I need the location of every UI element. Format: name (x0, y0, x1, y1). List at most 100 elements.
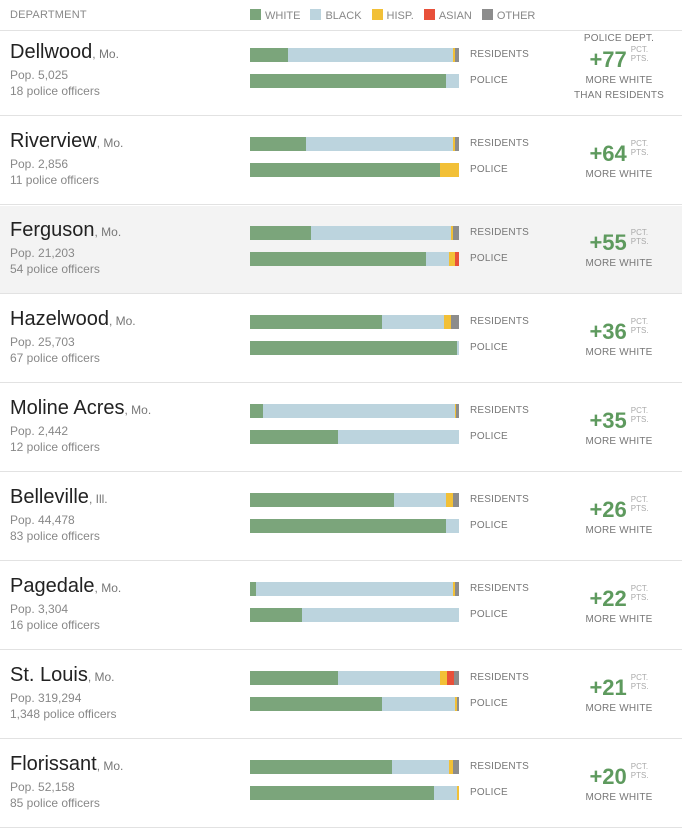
difference-value: +35 (589, 408, 627, 433)
bar-segment-white (250, 48, 288, 62)
city-name: Ferguson (10, 219, 95, 241)
residents-bar (250, 226, 459, 240)
pct-pts-unit: PCT. PTS. (631, 139, 649, 157)
difference-stat: +20 PCT. PTS. MORE WHITE (564, 762, 674, 805)
bar-segment-white (250, 608, 303, 622)
bar-segment-asian (447, 671, 454, 685)
department-row: Moline Acres, Mo. Pop. 2,442 12 police off… (0, 384, 682, 472)
more-white-label: MORE WHITE (585, 75, 653, 86)
chart-header: DEPARTMENT WHITE BLACK HISP. ASIAN OTHER (0, 0, 682, 31)
legend-label: BLACK (325, 10, 362, 22)
bar-segment-hisp (454, 697, 457, 711)
difference-value-line: +77 PCT. PTS. (564, 45, 674, 73)
bar-segment-hisp (446, 493, 453, 507)
city-name: Belleville (10, 486, 89, 508)
pts-label: PTS. (630, 415, 649, 424)
legend-item-asian: ASIAN (423, 9, 472, 22)
pct-label: PCT. (630, 228, 649, 237)
police-bar (250, 341, 459, 355)
city-name: Florissant (10, 753, 97, 775)
city-name: Moline Acres (10, 397, 125, 419)
state-abbrev: Mo. (94, 670, 115, 684)
bar-segment-white (250, 341, 457, 355)
officer-count-text: 67 police officers (10, 351, 100, 365)
more-white-label: MORE WHITE (585, 258, 653, 269)
city-separator: , (96, 136, 104, 150)
police-bar (250, 430, 459, 444)
city-name: Dellwood (10, 41, 93, 63)
police-label: POLICE (470, 342, 508, 353)
bar-segment-hisp (452, 582, 455, 596)
pct-pts-unit: PCT. PTS. (631, 584, 649, 602)
more-white-label: MORE WHITE (585, 169, 653, 180)
bar-segment-white (250, 519, 447, 533)
difference-stat: +55 PCT. PTS. MORE WHITE (564, 228, 674, 271)
bar-segment-other (454, 137, 459, 151)
state-abbrev: Mo. (98, 47, 119, 61)
bar-segment-hisp (452, 48, 455, 62)
residents-label: RESIDENTS (470, 761, 530, 772)
more-white-label: MORE WHITE (585, 792, 653, 803)
state-abbrev: Ill. (95, 492, 108, 506)
difference-value: +21 (589, 675, 627, 700)
bar-segment-white (250, 163, 441, 177)
bar-segment-white (250, 226, 311, 240)
residents-label: RESIDENTS (470, 316, 530, 327)
bar-segment-black (433, 786, 457, 800)
police-bar (250, 252, 459, 266)
difference-stat: POLICE DEPT. +77 PCT. PTS. MORE WHITE THAN RE… (564, 33, 674, 103)
bar-segment-black (262, 404, 455, 418)
more-white-label: MORE WHITE (585, 703, 653, 714)
department-row: Riverview, Mo. Pop. 2,856 11 police office… (0, 117, 682, 205)
department-row: Pagedale, Mo. Pop. 3,304 16 police officer… (0, 562, 682, 650)
pct-pts-unit: PCT. PTS. (631, 228, 649, 246)
legend-item-hisp: HISP. (371, 9, 414, 22)
bar-segment-black (337, 430, 459, 444)
police-bar (250, 608, 459, 622)
pct-label: PCT. (630, 762, 649, 771)
pct-label: PCT. (630, 139, 649, 148)
police-label: POLICE (470, 431, 508, 442)
legend-item-black: BLACK (310, 9, 362, 22)
bar-segment-other (454, 48, 459, 62)
department-row: St. Louis, Mo. Pop. 319,294 1,348 police o… (0, 651, 682, 739)
police-label: POLICE (470, 787, 508, 798)
city-separator: , (87, 670, 95, 684)
difference-value: +64 (589, 141, 627, 166)
bar-segment-asian (454, 252, 459, 266)
pct-pts-unit: PCT. PTS. (631, 495, 649, 513)
bar-segment-black (392, 760, 449, 774)
difference-value-line: +55 PCT. PTS. (564, 228, 674, 256)
legend-item-other: OTHER (481, 9, 535, 22)
police-label: POLICE (470, 698, 508, 709)
bar-segment-white (250, 315, 382, 329)
difference-stat: +35 PCT. PTS. MORE WHITE (564, 406, 674, 449)
bar-segment-other (456, 697, 459, 711)
bar-segment-white (250, 582, 257, 596)
difference-value: +22 (589, 586, 627, 611)
difference-stat: +64 PCT. PTS. MORE WHITE (564, 139, 674, 182)
police-label: POLICE (470, 75, 508, 86)
bar-segment-black (425, 252, 449, 266)
pts-label: PTS. (630, 504, 649, 513)
city-separator: , (96, 759, 104, 773)
pct-label: PCT. (630, 584, 649, 593)
bar-segment-white (250, 404, 263, 418)
police-label: POLICE (470, 253, 508, 264)
population-text: Pop. 52,158 (10, 780, 75, 794)
officer-count-text: 85 police officers (10, 796, 100, 810)
state-abbrev: Mo. (103, 759, 124, 773)
pct-label: PCT. (630, 673, 649, 682)
city-separator: , (88, 492, 96, 506)
pct-label: PCT. (630, 317, 649, 326)
difference-stat: +21 PCT. PTS. MORE WHITE (564, 673, 674, 716)
bar-segment-hisp (450, 226, 453, 240)
city-heading: Dellwood, Mo. (10, 41, 119, 64)
officer-count-text: 12 police officers (10, 440, 100, 454)
more-white-label: MORE WHITE (585, 525, 653, 536)
pct-pts-unit: PCT. PTS. (631, 673, 649, 691)
population-text: Pop. 319,294 (10, 691, 82, 705)
bar-segment-black (381, 697, 455, 711)
more-white-label: MORE WHITE (585, 614, 653, 625)
bar-segment-other (450, 315, 459, 329)
